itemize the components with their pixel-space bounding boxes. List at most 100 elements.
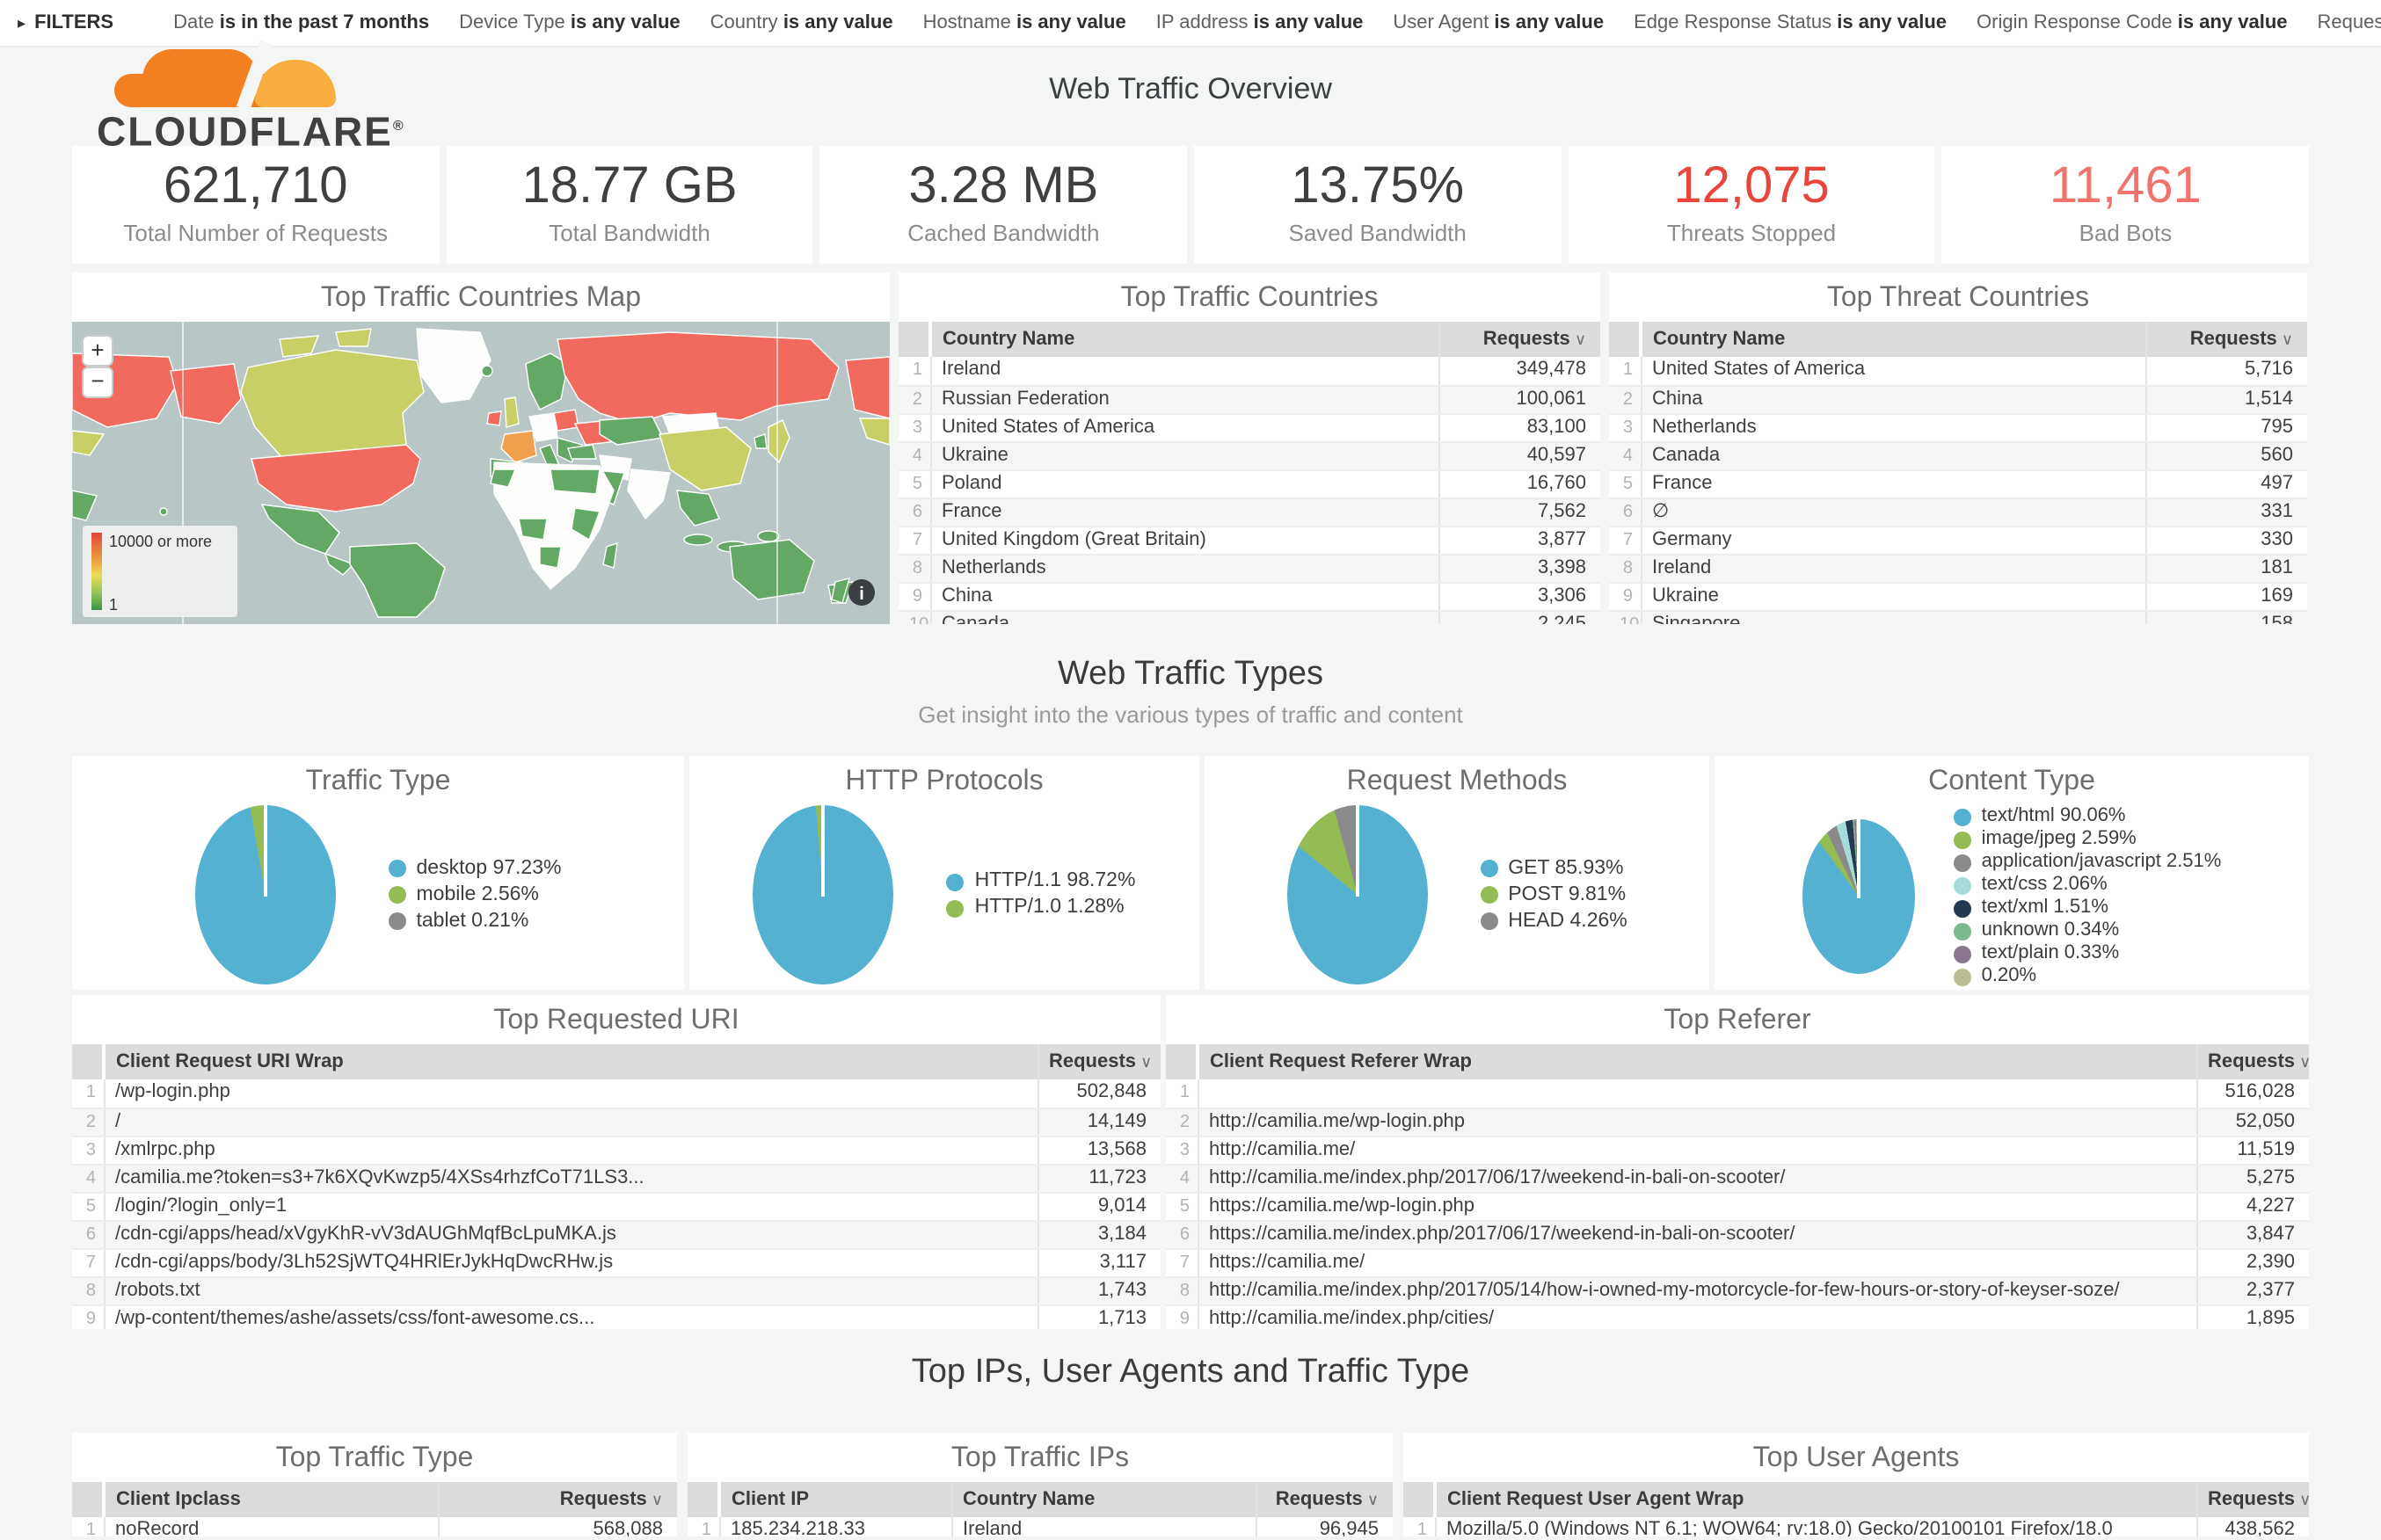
legend-item: text/css 2.06% — [1953, 874, 2222, 897]
table-row[interactable]: 2 China 1,514 — [1609, 385, 2307, 414]
table-row[interactable]: 4 Canada 560 — [1609, 441, 2307, 470]
table-row[interactable]: 4 Ukraine 40,597 — [899, 441, 1600, 470]
table-row[interactable]: 6/cdn-cgi/apps/head/xVgyKhR-vV3dAUGhMqfB… — [72, 1220, 1161, 1249]
table-cell: Canada — [930, 610, 1438, 624]
table-row[interactable]: 1 516,028 — [1166, 1079, 2309, 1108]
table-row[interactable]: 6 https://camilia.me/index.php/2017/06/17… — [1166, 1220, 2309, 1249]
table-cell: 16,760 — [1438, 469, 1600, 498]
table-row[interactable]: 2/14,149 — [72, 1108, 1161, 1137]
table-row[interactable]: 3 Netherlands 795 — [1609, 413, 2307, 442]
column-header[interactable]: Client Request URI Wrap — [104, 1044, 1038, 1079]
table-row[interactable]: 10 Singapore 158 — [1609, 610, 2307, 624]
filter-item[interactable]: Device Type is any value — [459, 12, 681, 33]
table-row[interactable]: 9 http://camilia.me/index.php/cities/1,89… — [1166, 1304, 2309, 1329]
table-cell: 2,390 — [2195, 1248, 2309, 1277]
legend-item: POST 9.81% — [1480, 882, 1627, 908]
table-cell: 1,514 — [2144, 385, 2307, 414]
row-rank: 5 — [1609, 469, 1642, 498]
table-row[interactable]: 6 France 7,562 — [899, 498, 1600, 527]
table-cell: /robots.txt — [104, 1276, 1038, 1305]
table-row[interactable]: 2 http://camilia.me/wp-login.php 52,050 — [1166, 1108, 2309, 1137]
filter-item[interactable]: Request URI is any value — [2318, 12, 2381, 33]
table-row[interactable]: 4 http://camilia.me/index.php/2017/06/17/… — [1166, 1164, 2309, 1193]
table-row[interactable]: 1 185.234.218.33 Ireland 96,945 — [688, 1517, 1393, 1536]
filter-item[interactable]: Hostname is any value — [923, 12, 1126, 33]
table-row[interactable]: 4/camilia.me?token=s3+7k6XQvKwzp5/4XSs4r… — [72, 1164, 1161, 1193]
pie-content-type[interactable] — [1802, 819, 1915, 974]
table-row[interactable]: 1 Ireland 349,478 — [899, 357, 1600, 386]
table-row[interactable]: 10 Canada 2,245 — [899, 610, 1600, 624]
map-zoom-out-button[interactable]: − — [82, 367, 113, 398]
row-rank: 6 — [72, 1220, 105, 1249]
row-rank: 3 — [1609, 413, 1642, 442]
pie-traffic-type[interactable] — [194, 805, 336, 984]
filters-toggle[interactable]: ▸ FILTERS — [18, 12, 113, 33]
table-row[interactable]: 8/robots.txt 1,743 — [72, 1276, 1161, 1305]
panel-title: Request Methods — [1346, 766, 1568, 796]
table-row[interactable]: 2 Russian Federation 100,061 — [899, 385, 1600, 414]
table-cell: United Kingdom (Great Britain) — [930, 526, 1438, 555]
table-row[interactable]: 8 Netherlands 3,398 — [899, 554, 1600, 583]
table-cell: noRecord — [104, 1517, 438, 1536]
column-header[interactable]: Requests ∨ — [437, 1482, 677, 1517]
column-header[interactable]: Requests ∨ — [2195, 1482, 2309, 1517]
map-legend-min: 1 — [109, 596, 118, 614]
legend-label: mobile 2.56% — [416, 883, 539, 904]
map-info-button[interactable]: i — [848, 579, 875, 606]
table-row[interactable]: 1 Mozilla/5.0 (Windows NT 6.1; WOW64; rv:… — [1403, 1517, 2309, 1536]
data-table: Client Ipclass Requests ∨ 1 noRecord 568,088 — [72, 1482, 677, 1536]
table-row[interactable]: 5 Poland 16,760 — [899, 469, 1600, 498]
table-row[interactable]: 3 United States of America 83,100 — [899, 413, 1600, 442]
row-rank: 1 — [1609, 357, 1642, 386]
column-header[interactable]: Country Name — [950, 1482, 1256, 1517]
column-header[interactable]: Country Name — [930, 322, 1438, 357]
filter-item[interactable]: User Agent is any value — [1393, 12, 1604, 33]
column-header[interactable]: Requests ∨ — [1438, 322, 1600, 357]
table-row[interactable]: 8 http://camilia.me/index.php/2017/05/14/… — [1166, 1276, 2309, 1305]
table-cell: 100,061 — [1438, 385, 1600, 414]
table-row[interactable]: 7 https://camilia.me/2,390 — [1166, 1248, 2309, 1277]
world-map[interactable]: + − — [72, 322, 890, 624]
table-row[interactable]: 7/cdn-cgi/apps/body/3Lh52SjWTQ4HRlErJykH… — [72, 1248, 1161, 1277]
table-row[interactable]: 5 France 497 — [1609, 469, 2307, 498]
filter-item[interactable]: Origin Response Code is any value — [1977, 12, 2287, 33]
legend-item: desktop 97.23% — [388, 855, 561, 882]
table-row[interactable]: 7 United Kingdom (Great Britain) 3,877 — [899, 526, 1600, 555]
column-header[interactable]: Requests ∨ — [2195, 1044, 2309, 1079]
column-header[interactable]: Requests ∨ — [1255, 1482, 1393, 1517]
table-row[interactable]: 9 Ukraine 169 — [1609, 582, 2307, 611]
section-top-ips: Top IPs, User Agents and Traffic Type — [72, 1329, 2309, 1420]
table-cell: /cdn-cgi/apps/body/3Lh52SjWTQ4HRlErJykHq… — [104, 1248, 1038, 1277]
filter-item[interactable]: Country is any value — [710, 12, 893, 33]
table-row[interactable]: 1 noRecord 568,088 — [72, 1517, 677, 1536]
table-row[interactable]: 8 Ireland 181 — [1609, 554, 2307, 583]
table-row[interactable]: 3 http://camilia.me/11,519 — [1166, 1136, 2309, 1165]
table-row[interactable]: 5/login/?login_only=1 9,014 — [72, 1192, 1161, 1221]
table-row[interactable]: 5 https://camilia.me/wp-login.php 4,227 — [1166, 1192, 2309, 1221]
filter-item[interactable]: IP address is any value — [1156, 12, 1364, 33]
pie-request-methods[interactable] — [1286, 805, 1428, 984]
legend-label: tablet 0.21% — [416, 910, 529, 931]
column-header[interactable]: Requests ∨ — [1037, 1044, 1161, 1079]
table-row[interactable]: 1/wp-login.php 502,848 — [72, 1079, 1161, 1108]
panel-top-traffic-countries-map: Top Traffic Countries Map — [72, 272, 890, 624]
column-header[interactable]: Client Request Referer Wrap — [1198, 1044, 2196, 1079]
table-row[interactable]: 7 Germany 330 — [1609, 526, 2307, 555]
column-header[interactable]: Requests ∨ — [2144, 322, 2307, 357]
filter-item[interactable]: Date is in the past 7 months — [173, 12, 429, 33]
table-row[interactable]: 9/wp-content/themes/ashe/assets/css/font… — [72, 1304, 1161, 1329]
column-header[interactable]: Country Name — [1641, 322, 2145, 357]
table-row[interactable]: 6 ∅ 331 — [1609, 498, 2307, 527]
column-header[interactable]: Client IP — [719, 1482, 951, 1517]
map-zoom-in-button[interactable]: + — [82, 335, 113, 367]
column-header[interactable]: Client Ipclass — [104, 1482, 438, 1517]
filter-item[interactable]: Edge Response Status is any value — [1634, 12, 1947, 33]
data-table: Client Request URI Wrap Requests ∨ 1/wp-lo… — [72, 1044, 1161, 1329]
table-row[interactable]: 9 China 3,306 — [899, 582, 1600, 611]
column-header[interactable]: Client Request User Agent Wrap — [1435, 1482, 2196, 1517]
table-row[interactable]: 3/xmlrpc.php 13,568 — [72, 1136, 1161, 1165]
pie-http-protocols[interactable] — [753, 805, 894, 984]
table-row[interactable]: 1 United States of America 5,716 — [1609, 357, 2307, 386]
